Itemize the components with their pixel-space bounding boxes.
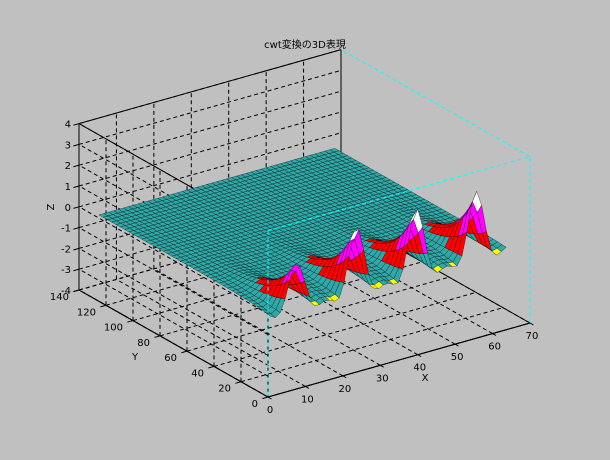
grid-line: [78, 111, 342, 187]
z-tick-mark: [73, 268, 80, 272]
y-axis-line: [78, 289, 269, 398]
chart-title: cwt変換の3D表現: [264, 38, 346, 51]
grid-line: [191, 257, 381, 366]
z-tick-label: 0: [65, 203, 71, 214]
y-tick-label: 120: [77, 307, 96, 318]
y-tick-label: 40: [191, 368, 204, 379]
x-tick-label: 20: [338, 384, 351, 395]
z-tick-mark: [73, 185, 80, 189]
grid-line: [186, 276, 450, 352]
surface-mesh: [98, 148, 507, 318]
z-tick-label: 4: [65, 120, 71, 131]
y-tick-label: 80: [137, 338, 150, 349]
x-tick-label: 0: [267, 405, 273, 416]
x-tick-mark: [305, 385, 310, 389]
z-tick-mark: [73, 247, 80, 251]
z-tick-label: 2: [65, 161, 71, 172]
grid-line: [78, 268, 269, 377]
x-tick-label: 60: [488, 342, 501, 353]
x-tick-mark: [529, 322, 534, 326]
grid-line: [78, 69, 342, 145]
y-tick-mark: [100, 304, 107, 308]
z-tick-label: -1: [61, 224, 71, 235]
z-tick-mark: [73, 206, 80, 209]
axis-edge: [78, 49, 342, 125]
y-tick-mark: [208, 365, 215, 369]
z-tick-mark: [73, 123, 80, 126]
grid-line: [213, 291, 477, 367]
grid-line: [240, 307, 504, 383]
y-tick-label: 0: [252, 399, 258, 410]
x-tick-mark: [380, 364, 384, 368]
z-tick-label: -4: [61, 286, 71, 297]
grid-line: [78, 247, 269, 356]
y-tick-mark: [154, 335, 161, 338]
x-tick-mark: [417, 354, 422, 358]
z-tick-label: -2: [61, 244, 71, 255]
y-tick-mark: [262, 396, 269, 400]
x-tick-label: 70: [526, 331, 539, 342]
y-tick-label: 20: [218, 384, 231, 395]
x-tick-label: 30: [376, 373, 389, 384]
x-tick-label: 40: [413, 363, 426, 374]
y-tick-label: 100: [104, 323, 123, 334]
front-axis-edges: [78, 49, 531, 398]
x-tick-label: 10: [301, 394, 314, 405]
y-tick-label: 60: [164, 353, 177, 364]
grid-line: [153, 268, 344, 377]
grid-line: [265, 236, 456, 345]
grid-line: [116, 278, 306, 387]
y-tick-mark: [181, 350, 188, 354]
grid-line: [78, 206, 269, 315]
front-edge: [267, 156, 531, 232]
x-tick-mark: [342, 375, 347, 379]
grid-line: [78, 90, 342, 166]
y-tick-mark: [127, 320, 134, 323]
z-tick-label: 3: [65, 140, 71, 151]
x-axis-label: X: [422, 373, 429, 384]
grid-line: [78, 132, 342, 208]
grid-line: [78, 227, 269, 336]
y-axis-label: Y: [131, 352, 139, 363]
x-tick-mark: [267, 396, 272, 400]
x-axis-line: [267, 322, 531, 398]
z-tick-mark: [73, 227, 80, 230]
z-tick-mark: [73, 289, 80, 293]
tick-labels: 010203040506070020406080100120140-4-3-2-…: [50, 120, 538, 416]
front-edge: [340, 49, 531, 158]
z-tick-mark: [73, 164, 80, 168]
z-tick-label: 1: [65, 182, 71, 193]
y-tick-label: 140: [50, 292, 69, 303]
z-tick-mark: [73, 143, 80, 147]
x-tick-label: 50: [451, 352, 464, 363]
z-tick-label: -3: [61, 265, 71, 276]
surface-patch: [496, 244, 507, 252]
y-tick-mark: [235, 381, 242, 384]
x-tick-mark: [454, 343, 459, 347]
x-tick-mark: [492, 333, 497, 336]
z-axis-label: Z: [46, 203, 57, 210]
